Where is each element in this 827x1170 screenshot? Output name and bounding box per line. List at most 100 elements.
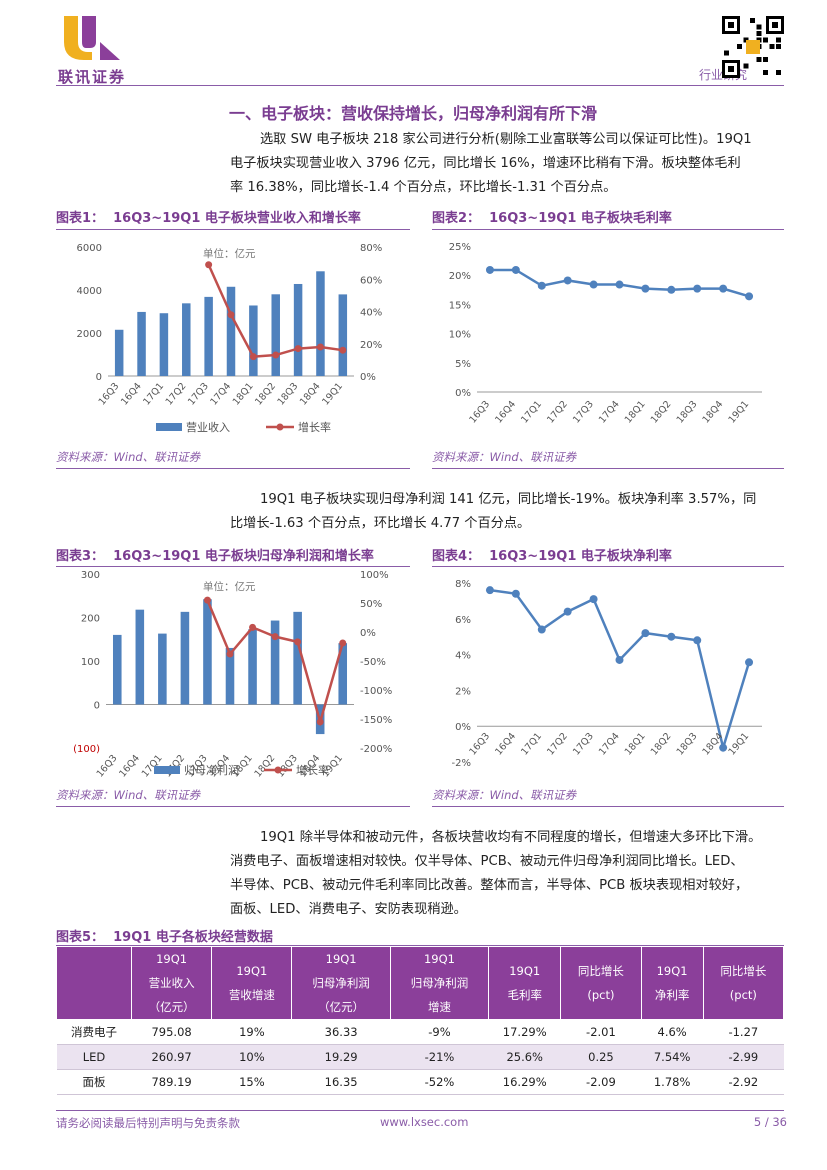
header-line: 同比增长 [720, 964, 767, 978]
growth-rate-point [205, 261, 213, 269]
y-tick-label: 15% [449, 300, 471, 311]
figure1-bottom-rule [56, 468, 410, 469]
footer-disclaimer[interactable]: 请务必阅读最后特别声明与免责条款 [56, 1116, 240, 1130]
figure1-caption: 16Q3~19Q1 电子板块营业收入和增长率 [113, 211, 361, 226]
x-tick-label: 18Q2 [252, 753, 277, 780]
point-16Q3 [485, 586, 494, 595]
para3-line2: 消费电子、面板增速相对较快。仅半导体、PCB、被动元件归母净利润同比增长。LED… [230, 854, 744, 869]
point-16Q3 [485, 265, 494, 274]
growth-rate-point [226, 650, 234, 658]
figure3-bottom-rule [56, 806, 410, 807]
point-19Q1 [745, 658, 754, 667]
x-tick-label: 17Q1 [519, 731, 544, 758]
y-right-tick-label: -200% [360, 744, 392, 755]
y-left-tick-label: 200 [81, 614, 100, 625]
y-tick-label: 0% [455, 388, 471, 399]
header-line: （亿元） [318, 1000, 365, 1014]
qr-center-logo [746, 40, 760, 54]
y-left-tick-label: 300 [81, 570, 100, 581]
y-right-tick-label: -100% [360, 686, 392, 697]
x-tick-label: 17Q4 [208, 381, 233, 408]
figure5-title: 图表5： 19Q1 电子各板块经营数据 [56, 926, 273, 945]
y-tick-label: 2% [455, 686, 471, 697]
x-tick-label: 18Q4 [701, 399, 726, 426]
x-tick-label: 19Q1 [320, 381, 345, 408]
y-right-tick-label: 60% [360, 275, 382, 286]
table-cell: 16.35 [291, 1069, 391, 1095]
figure3-source: 资料来源：Wind、联讯证券 [56, 788, 201, 802]
figure4-rule [432, 566, 784, 567]
x-tick-label: 16Q3 [95, 753, 120, 780]
y-tick-label: 25% [449, 242, 471, 253]
table-cell: -2.09 [560, 1069, 642, 1095]
header-divider [56, 85, 784, 86]
y-left-tick-label: 100 [81, 657, 100, 668]
bar-16Q4 [135, 609, 145, 705]
qr-module [763, 70, 768, 75]
point-17Q3 [589, 595, 598, 604]
legend-bar-swatch [154, 766, 180, 774]
qr-module [724, 50, 729, 56]
header-line: 19Q1 [325, 952, 357, 966]
legend-line-marker [274, 766, 282, 774]
bar-18Q1 [249, 305, 258, 376]
row-sector-name: 消费电子 [56, 1019, 132, 1045]
x-tick-label: 18Q3 [675, 731, 700, 758]
para1-line3: 率 16.38%，同比增长-1.4 个百分点，环比增长-1.31 个百分点。 [230, 180, 617, 195]
paragraph-3: 19Q1 除半导体和被动元件，各板块营收均有不同程度的增长，但增速大多环比下滑。… [230, 826, 790, 922]
growth-rate-point [339, 639, 347, 647]
table-cell: -2.92 [703, 1069, 784, 1095]
growth-rate-point [203, 596, 211, 604]
bar-17Q1 [158, 633, 167, 705]
point-17Q4 [615, 280, 624, 289]
point-18Q2 [667, 632, 676, 641]
x-tick-label: 17Q1 [141, 381, 166, 408]
figure4-bottom-rule [432, 806, 784, 807]
y-tick-label: 8% [455, 579, 471, 590]
y-right-tick-label: 0% [360, 628, 376, 639]
x-tick-label: 18Q2 [649, 731, 674, 758]
bar-17Q4 [225, 647, 235, 705]
header-line: 19Q1 [509, 964, 541, 978]
figure4-label: 图表4： [432, 549, 481, 564]
figure4-source: 资料来源：Wind、联讯证券 [432, 788, 577, 802]
qr-module [772, 22, 778, 28]
point-17Q3 [589, 280, 598, 289]
footer-url[interactable]: www.lxsec.com [380, 1115, 469, 1129]
point-18Q2 [667, 285, 676, 294]
bar-18Q2 [271, 294, 280, 376]
bar-16Q4 [137, 311, 146, 376]
y-tick-label: 6% [455, 615, 471, 626]
unit-label: 单位：亿元 [203, 247, 256, 260]
table-header-0 [56, 946, 132, 1020]
bar-18Q3 [293, 611, 302, 705]
y-right-tick-label: 80% [360, 243, 382, 254]
point-18Q1 [641, 629, 650, 638]
x-tick-label: 17Q3 [571, 731, 596, 758]
bar-17Q1 [159, 313, 169, 376]
point-16Q4 [511, 265, 520, 274]
chart-net-profit-growth: (100) 0 100 200 300 -200% -150% -100% -50% 0% 50% 1… [73, 570, 392, 780]
header-line: 归母净利润 [410, 976, 469, 990]
qr-module [737, 44, 742, 49]
x-tick-label: 16Q4 [119, 381, 144, 408]
figure2-title: 图表2： 16Q3~19Q1 电子板块毛利率 [432, 207, 672, 226]
x-tick-label: 17Q1 [519, 399, 544, 426]
table-cell: 25.6% [488, 1044, 561, 1070]
table-cell: -21% [390, 1044, 489, 1070]
figure5-caption: 19Q1 电子各板块经营数据 [113, 930, 273, 945]
table-header-8: 同比增长 (pct) [702, 946, 785, 1020]
paragraph-2: 19Q1 电子板块实现归母净利润 141 亿元，同比增长-19%。板块净利率 3… [230, 488, 790, 536]
bar-17Q2 [182, 303, 191, 376]
bar-18Q4 [316, 271, 325, 376]
paragraph-1: 选取 SW 电子板块 218 家公司进行分析(剔除工业富联等公司以保证可比性)。… [230, 128, 790, 200]
growth-rate-point [249, 353, 257, 361]
header-line: 毛利率 [507, 988, 542, 1002]
bar-16Q3 [112, 634, 122, 705]
y-right-tick-label: -150% [360, 715, 392, 726]
table-cell: -2.01 [560, 1019, 642, 1045]
legend-line-label: 增长率 [298, 420, 331, 434]
bar-19Q1 [338, 643, 348, 705]
table-cell: -1.27 [703, 1019, 784, 1045]
table-header-5: 19Q1 毛利率 [488, 946, 562, 1020]
